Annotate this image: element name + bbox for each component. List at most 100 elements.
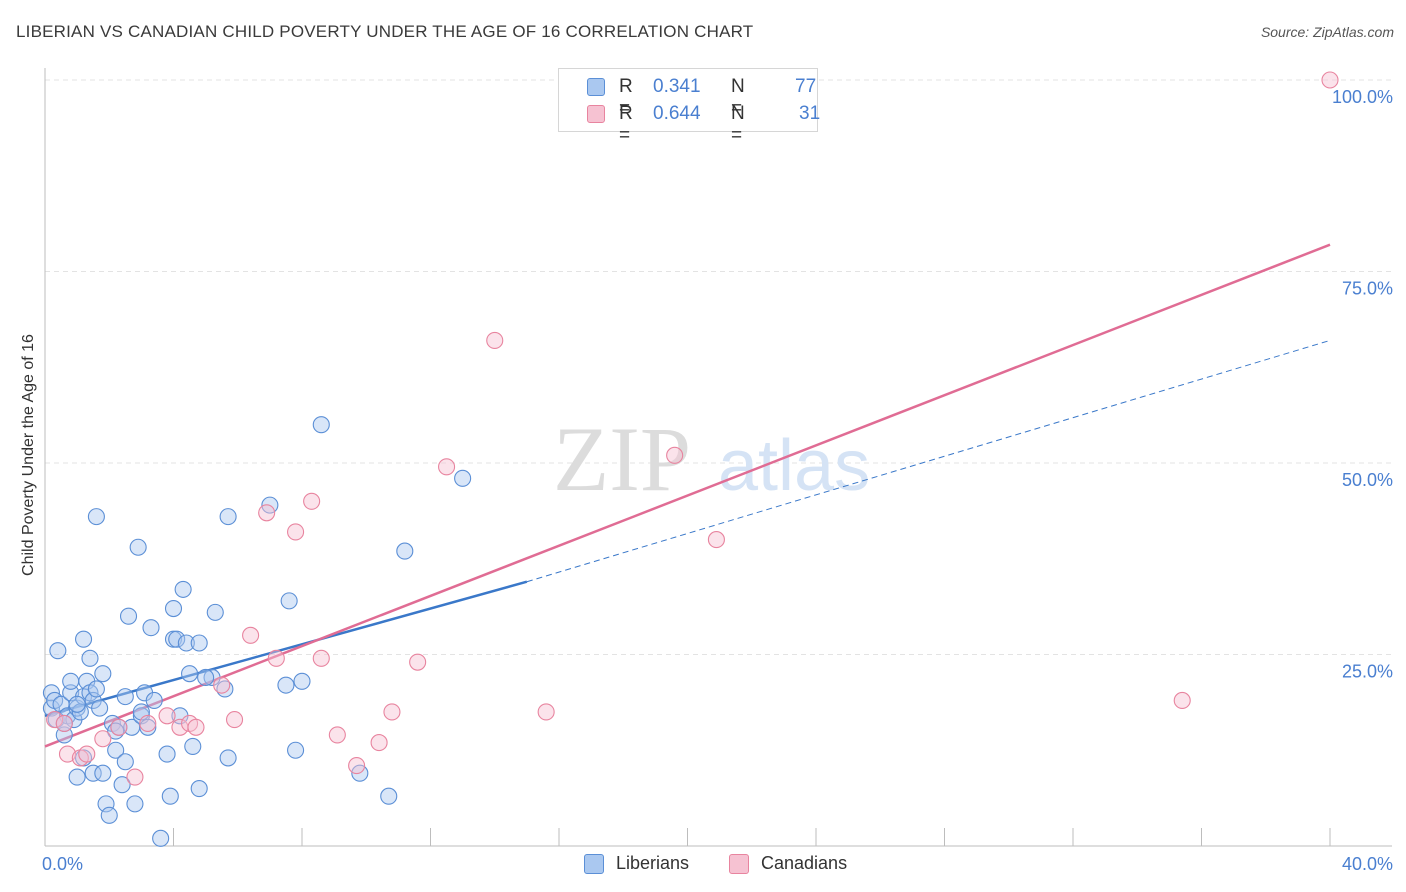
liberian-point xyxy=(396,542,414,560)
legend-r-value: 0.341 xyxy=(653,76,701,97)
canadian-point xyxy=(303,492,321,510)
watermark: ZIP atlas xyxy=(553,408,870,510)
liberian-point xyxy=(277,676,295,694)
liberian-point xyxy=(161,787,179,805)
liberian-point xyxy=(174,580,192,598)
y-tick-label: 100.0% xyxy=(1332,87,1393,107)
liberian-point xyxy=(91,699,109,717)
canadian-point xyxy=(94,730,112,748)
chart-title: LIBERIAN VS CANADIAN CHILD POVERTY UNDER… xyxy=(16,22,754,41)
canadian-point xyxy=(537,703,555,721)
liberian-point xyxy=(100,806,118,824)
canadian-point xyxy=(328,726,346,744)
watermark-atlas: atlas xyxy=(718,426,870,506)
liberians-legend-swatch xyxy=(584,854,604,874)
y-tick-label: 25.0% xyxy=(1342,662,1393,682)
liberian-point xyxy=(116,753,134,771)
legend-r-label: R = xyxy=(619,103,633,146)
liberian-point xyxy=(87,508,105,526)
liberian-point xyxy=(129,538,147,556)
grid-layer xyxy=(45,79,1392,655)
liberians-legend-label: Liberians xyxy=(616,853,690,873)
canadian-point xyxy=(258,504,276,522)
liberian-point xyxy=(168,630,186,648)
canadian-point xyxy=(187,718,205,736)
liberian-point xyxy=(113,776,131,794)
canadian-point xyxy=(126,768,144,786)
canadians-trendline xyxy=(44,243,1331,748)
canadians-swatch xyxy=(587,105,605,123)
canadian-point xyxy=(1173,691,1191,710)
liberian-point xyxy=(126,795,144,813)
stats-legend: R = 0.341 N = 77 R = 0.644 N = 31 xyxy=(558,68,821,146)
liberian-point xyxy=(94,764,112,782)
legend-r-label: R = xyxy=(619,76,633,119)
canadian-point xyxy=(486,331,504,349)
y-tick-label: 75.0% xyxy=(1342,279,1393,299)
liberian-point xyxy=(139,718,157,736)
liberian-point xyxy=(190,779,208,798)
liberian-point xyxy=(177,634,195,652)
liberian-point xyxy=(190,634,208,652)
liberian-point xyxy=(219,749,237,767)
canadian-point xyxy=(46,711,64,729)
liberian-point xyxy=(49,642,67,660)
liberian-point xyxy=(219,508,237,526)
canadian-point xyxy=(267,649,285,667)
liberian-point xyxy=(62,672,80,690)
liberian-point xyxy=(380,787,398,805)
x-tick-label: 40.0% xyxy=(1342,854,1393,874)
canadian-point xyxy=(1321,71,1339,89)
canadian-point xyxy=(225,711,244,729)
legend-r-value: 0.644 xyxy=(653,103,701,124)
canadian-point xyxy=(348,757,366,775)
liberian-point xyxy=(107,741,125,759)
canadian-point xyxy=(139,714,157,732)
canadian-point xyxy=(438,458,456,476)
canadians-legend-label: Canadians xyxy=(761,853,848,873)
canadian-point xyxy=(383,703,401,721)
legend-n-value: 31 xyxy=(799,103,821,124)
liberian-point xyxy=(119,607,138,625)
canadian-point xyxy=(213,676,231,694)
liberians-swatch xyxy=(587,78,605,96)
legend-n-value: 77 xyxy=(795,76,817,97)
liberian-point xyxy=(145,691,163,710)
canadian-point xyxy=(242,626,260,644)
liberian-point xyxy=(184,737,202,755)
liberian-point xyxy=(164,599,183,618)
liberian-point xyxy=(68,695,86,713)
liberian-point xyxy=(280,592,298,610)
liberian-point xyxy=(81,649,99,667)
liberian-point xyxy=(87,680,105,698)
canadian-point xyxy=(409,653,427,671)
liberian-point xyxy=(152,829,170,847)
liberian-point xyxy=(454,469,472,487)
canadian-point xyxy=(312,649,330,667)
liberian-point xyxy=(206,603,224,621)
axis-layer xyxy=(44,68,1392,847)
liberian-point xyxy=(181,665,199,683)
legend-n-label: N = xyxy=(731,103,745,146)
liberian-point xyxy=(75,630,93,648)
liberian-point xyxy=(84,764,102,782)
liberian-point xyxy=(312,416,330,434)
tick-label-layer: 25.0% 50.0% 75.0% 100.0% 0.0% 40.0% xyxy=(42,87,1393,874)
canadian-point xyxy=(707,531,725,549)
canadian-point xyxy=(78,745,96,763)
canadian-point xyxy=(370,734,388,752)
canadians-legend-swatch xyxy=(729,854,749,874)
liberian-point xyxy=(116,688,134,706)
canadian-point xyxy=(58,745,77,763)
x-tick-label: 0.0% xyxy=(42,854,83,874)
source-credit: Source: ZipAtlas.com xyxy=(1260,24,1394,40)
liberian-point xyxy=(158,745,176,763)
legend-n-label: N = xyxy=(731,76,745,119)
canadian-point xyxy=(110,718,128,736)
y-tick-label: 50.0% xyxy=(1342,470,1393,490)
liberian-point xyxy=(142,619,160,637)
liberian-point xyxy=(94,665,112,683)
canadian-point xyxy=(666,446,684,464)
canadian-point xyxy=(287,523,305,541)
